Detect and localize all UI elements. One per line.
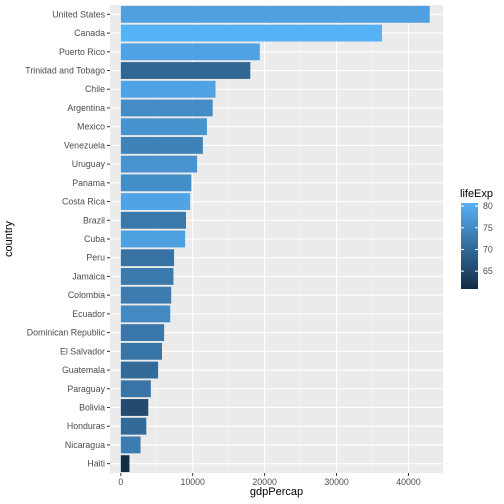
y-tick-label: Dominican Republic	[27, 328, 106, 338]
y-axis: United States Canada Puerto Rico Trinidad a…	[25, 9, 110, 469]
bar	[120, 305, 171, 323]
bar	[120, 24, 383, 42]
y-tick-label: Jamaica	[72, 271, 105, 281]
y-tick-label: United States	[52, 9, 105, 19]
bar	[120, 155, 198, 173]
legend-title: lifeExp	[460, 188, 493, 200]
bar	[120, 136, 203, 154]
bar	[120, 99, 213, 117]
y-tick-label: Uruguay	[72, 159, 106, 169]
x-tick-label: 20000	[252, 477, 277, 487]
bar	[120, 361, 159, 379]
y-tick-label: Panama	[72, 178, 105, 188]
bar	[120, 62, 251, 79]
bar	[120, 211, 186, 229]
y-tick-label: Guatemala	[62, 365, 105, 375]
y-tick-label: Colombia	[68, 290, 105, 300]
y-tick-label: Costa Rica	[62, 197, 105, 207]
y-tick-label: Venezuela	[64, 140, 105, 150]
bar	[120, 5, 430, 23]
bar	[120, 118, 207, 136]
x-tick-label: 40000	[396, 477, 421, 487]
bar	[120, 380, 151, 398]
bar	[120, 249, 175, 267]
y-tick-label: Argentina	[67, 103, 105, 113]
bar	[120, 399, 149, 416]
legend-tick-label: 75	[483, 223, 493, 233]
y-tick-label: Brazil	[83, 215, 105, 225]
x-tick-label: 10000	[180, 477, 205, 487]
bar	[120, 436, 141, 454]
bars	[120, 5, 430, 473]
y-tick-label: Honduras	[67, 421, 106, 431]
x-tick-label: 30000	[324, 477, 349, 487]
legend-ticks: 65 70 75 80	[461, 201, 493, 276]
bar	[120, 455, 130, 473]
bar	[120, 324, 165, 342]
y-tick-label: Nicaragua	[65, 440, 105, 450]
legend-tick-label: 65	[483, 266, 493, 276]
y-tick-label: Chile	[85, 84, 105, 94]
x-axis: 0 10000 20000 30000 40000	[118, 473, 421, 487]
y-axis-title: country	[3, 220, 15, 257]
y-tick-label: Peru	[86, 253, 105, 263]
bar	[120, 268, 174, 285]
x-tick-label: 0	[118, 477, 123, 487]
bar	[120, 174, 192, 192]
bar	[120, 286, 172, 304]
bar	[120, 230, 186, 248]
y-tick-label: Puerto Rico	[59, 47, 105, 57]
legend-colorbar	[461, 203, 478, 289]
bar	[120, 193, 191, 210]
legend-tick-label: 80	[483, 201, 493, 211]
bar	[120, 342, 162, 360]
x-axis-title: gdpPercap	[250, 486, 303, 498]
y-tick-label: Cuba	[84, 234, 105, 244]
y-tick-label: Paraguay	[67, 384, 105, 394]
y-tick-label: Bolivia	[79, 402, 105, 412]
y-tick-label: El Salvador	[60, 346, 105, 356]
legend-tick-label: 70	[483, 244, 493, 254]
bar	[120, 417, 147, 435]
y-tick-label: Trinidad and Tobago	[25, 66, 105, 76]
legend: lifeExp 65 70 75 80	[460, 188, 493, 289]
y-tick-label: Canada	[74, 28, 105, 38]
y-tick-label: Mexico	[77, 122, 105, 132]
y-tick-label: Ecuador	[72, 309, 105, 319]
y-tick-label: Haiti	[87, 459, 105, 469]
bar	[120, 43, 260, 61]
bar	[120, 80, 216, 98]
